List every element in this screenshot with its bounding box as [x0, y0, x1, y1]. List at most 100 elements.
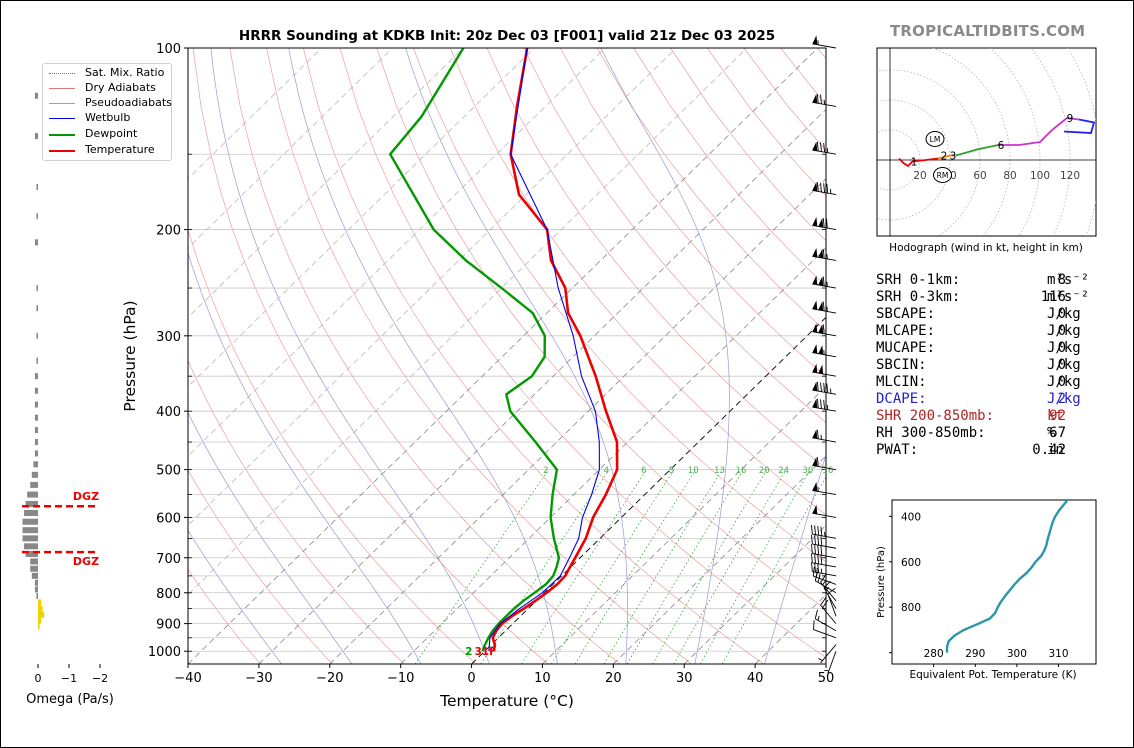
- x-tick-label: 50: [818, 671, 835, 686]
- wind-barb: [812, 429, 837, 443]
- dry-adiabat-line: [596, 48, 826, 332]
- thetae-plot: [945, 500, 1070, 653]
- barb-shaft: [823, 587, 837, 609]
- wind-barb: [812, 216, 837, 231]
- barb-flag: [812, 93, 818, 104]
- mixing-ratio-label: 6: [641, 466, 646, 476]
- x-tick-label: −40: [174, 671, 201, 686]
- stat-label: SBCAPE:: [876, 306, 936, 322]
- isotherm-line: [188, 48, 606, 457]
- dgz-label: DGZ: [73, 490, 99, 503]
- skewt-background-lines: [188, 48, 826, 664]
- stat-label: SRH 0-1km:: [876, 272, 961, 288]
- omega-bar-upward: [30, 565, 38, 572]
- omega-bar-upward: [36, 332, 38, 339]
- chart-title: HRRR Sounding at KDKB Init: 20z Dec 03 […: [239, 28, 775, 44]
- omega-bar-upward: [31, 572, 38, 579]
- skewt-profiles: 2 31F: [389, 48, 619, 658]
- barb-full: [816, 381, 819, 392]
- stat-mlcin: MLCIN: 0 J/kg: [876, 374, 1096, 391]
- omega-bar-upward: [34, 387, 38, 394]
- omega-bar-upward: [34, 92, 38, 99]
- omega-bar-upward: [30, 481, 38, 488]
- omega-bar-upward: [34, 427, 38, 434]
- mixing-ratio-line: [480, 469, 610, 664]
- y-tick-label: 200: [156, 224, 181, 239]
- omega-bar-upward: [34, 579, 38, 586]
- mixing-ratio-labels: 2 4 6 8 10 13 16 20 24 30 36: [543, 466, 833, 476]
- legend-swatch-temperature: [49, 150, 75, 152]
- wind-barb: [812, 457, 837, 471]
- barb-full: [814, 544, 816, 555]
- legend-swatch-pseudoadiabat: [49, 103, 75, 104]
- pseudoadiabat-line: [600, 48, 730, 664]
- omega-bar-upward: [24, 543, 38, 550]
- dry-adiabat-line: [486, 48, 826, 469]
- pseudoadiabat-line: [288, 48, 558, 664]
- barb-full: [820, 597, 827, 606]
- barb-full: [811, 534, 813, 545]
- barb-flag: [812, 398, 818, 408]
- legend-swatch-dry-adiabat: [49, 88, 75, 89]
- stat-value: 0: [1057, 323, 1066, 339]
- storm-motion-label: LM: [930, 135, 941, 144]
- hodograph-height-label: 2: [941, 151, 948, 163]
- omega-bar-downward: [38, 605, 43, 612]
- mixing-ratio-line: [574, 469, 697, 664]
- thetae-x-tick-label: 290: [965, 648, 985, 660]
- mixing-ratio-line: [414, 469, 550, 664]
- x-tick-label: 30: [676, 671, 693, 686]
- omega-bar-upward: [34, 133, 38, 140]
- mixing-ratio-label: 2: [543, 466, 548, 476]
- barb-full: [822, 324, 825, 334]
- y-tick-label: 900: [156, 618, 181, 633]
- y-tick-label: 100: [156, 42, 181, 57]
- skewt-plot-frame: [187, 47, 827, 665]
- barb-full: [816, 182, 819, 192]
- dry-adiabat-line: [188, 568, 261, 664]
- dry-adiabat-line: [559, 48, 826, 378]
- mixing-ratio-line: [721, 476, 826, 664]
- hodograph-height-label: 6: [998, 140, 1005, 152]
- isotherm-line: [471, 316, 826, 664]
- wind-barb: [812, 141, 837, 155]
- stat-unit: m²s⁻²: [1047, 272, 1090, 288]
- stat-label: MLCIN:: [876, 374, 927, 390]
- pseudoadiabat-line: [764, 453, 826, 664]
- isotherm-line: [188, 48, 393, 249]
- stat-label: DCAPE:: [876, 391, 927, 407]
- barb-half: [817, 615, 820, 621]
- site-credit: TROPICALTIDBITS.COM: [890, 22, 1086, 40]
- barb-shaft: [814, 580, 837, 594]
- barb-flag: [818, 364, 824, 374]
- x-tick-label: −30: [245, 671, 272, 686]
- omega-bar-upward: [27, 491, 38, 498]
- stat-value: 92: [1049, 408, 1066, 424]
- wind-barb: [812, 93, 837, 107]
- thetae-xlabel: Equivalent Pot. Temperature (K): [909, 669, 1076, 681]
- wind-barb: [811, 534, 837, 549]
- omega-bar-upward: [24, 509, 38, 516]
- isotherm-line: [188, 48, 464, 318]
- barb-full: [820, 142, 822, 152]
- barb-flag: [812, 381, 818, 391]
- omega-bar-upward: [36, 305, 38, 312]
- stat-label: SBCIN:: [876, 357, 927, 373]
- thetae-x-tick-label: 310: [1049, 648, 1069, 660]
- wind-barbs: [811, 35, 837, 674]
- stat-rh: RH 300-850mb: 67%: [876, 425, 1096, 442]
- omega-bar-downward: [38, 617, 42, 624]
- stat-unit: kt: [1047, 408, 1064, 424]
- mixing-ratio-line: [626, 469, 744, 664]
- omega-bar-upward: [22, 527, 38, 534]
- hodograph-height-label: 3: [950, 151, 957, 163]
- y-tick-label: 700: [156, 552, 181, 567]
- mixing-ratio-line: [550, 469, 675, 664]
- hodograph-segment: [955, 144, 999, 157]
- barb-shaft: [813, 629, 837, 639]
- barb-full: [812, 620, 815, 630]
- omega-bar-upward: [34, 586, 38, 593]
- barb-flag: [812, 141, 818, 151]
- barb-flag: [812, 216, 818, 227]
- barb-full: [816, 457, 819, 467]
